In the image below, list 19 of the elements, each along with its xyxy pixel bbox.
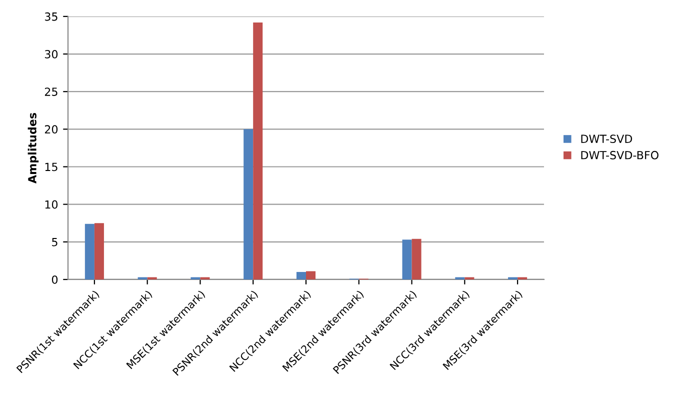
legend-label: DWT-SVD bbox=[581, 134, 632, 144]
bar bbox=[244, 129, 254, 280]
bar bbox=[296, 272, 306, 280]
y-tick-label: 0 bbox=[52, 275, 58, 284]
bar bbox=[412, 238, 422, 280]
y-tick-label: 30 bbox=[44, 50, 58, 58]
y-tick-label: 20 bbox=[44, 125, 58, 134]
y-tick-label: 25 bbox=[44, 88, 58, 96]
y-axis-title: Amplitudes bbox=[28, 112, 39, 184]
bar bbox=[253, 22, 263, 280]
legend-label: DWT-SVD-BFO bbox=[581, 150, 658, 160]
bar bbox=[402, 240, 412, 280]
y-tick-label: 10 bbox=[45, 200, 58, 209]
y-tick-label: 5 bbox=[52, 238, 58, 246]
bar bbox=[94, 223, 104, 280]
bar bbox=[306, 271, 316, 280]
y-tick-label: 15 bbox=[45, 162, 58, 172]
y-tick-label: 35 bbox=[44, 12, 58, 21]
bar bbox=[84, 224, 94, 280]
